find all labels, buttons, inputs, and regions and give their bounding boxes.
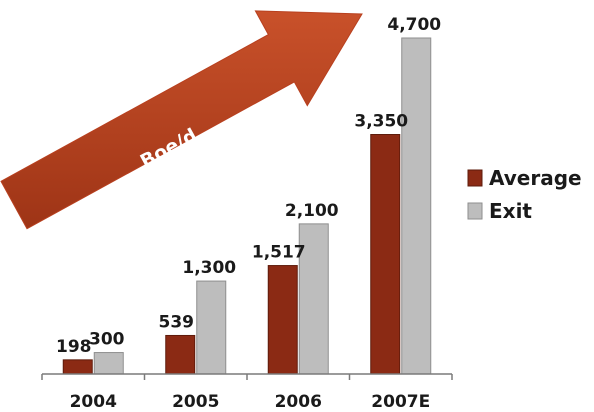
bar-average-2006 [267,265,298,375]
legend-swatch-exit [467,202,483,220]
bar-exit-2006 [298,223,329,375]
bar-exit-2004 [93,352,124,375]
legend-label-average: Average [489,166,582,190]
bar-exit-2005 [196,280,227,375]
value-label-average-2004: 198 [56,337,92,357]
category-label-2006: 2006 [275,392,322,412]
value-label-exit-2005: 1,300 [182,258,236,278]
value-label-average-2005: 539 [159,312,195,332]
value-label-average-2007e: 3,350 [354,112,408,132]
legend-label-exit: Exit [489,199,532,223]
trend-arrow [0,10,363,230]
value-label-average-2006: 1,517 [252,243,306,263]
bar-average-2004 [62,359,93,375]
category-label-2005: 2005 [172,392,219,412]
value-label-exit-2004: 300 [89,330,125,350]
value-label-exit-2006: 2,100 [285,201,339,221]
category-label-2004: 2004 [70,392,117,412]
bar-average-2005 [165,334,196,375]
bar-average-2007e [370,134,401,375]
category-label-2007e: 2007E [371,392,430,412]
value-label-exit-2007e: 4,700 [387,15,441,35]
bar-exit-2007e [401,37,432,375]
legend-swatch-average [467,169,483,187]
